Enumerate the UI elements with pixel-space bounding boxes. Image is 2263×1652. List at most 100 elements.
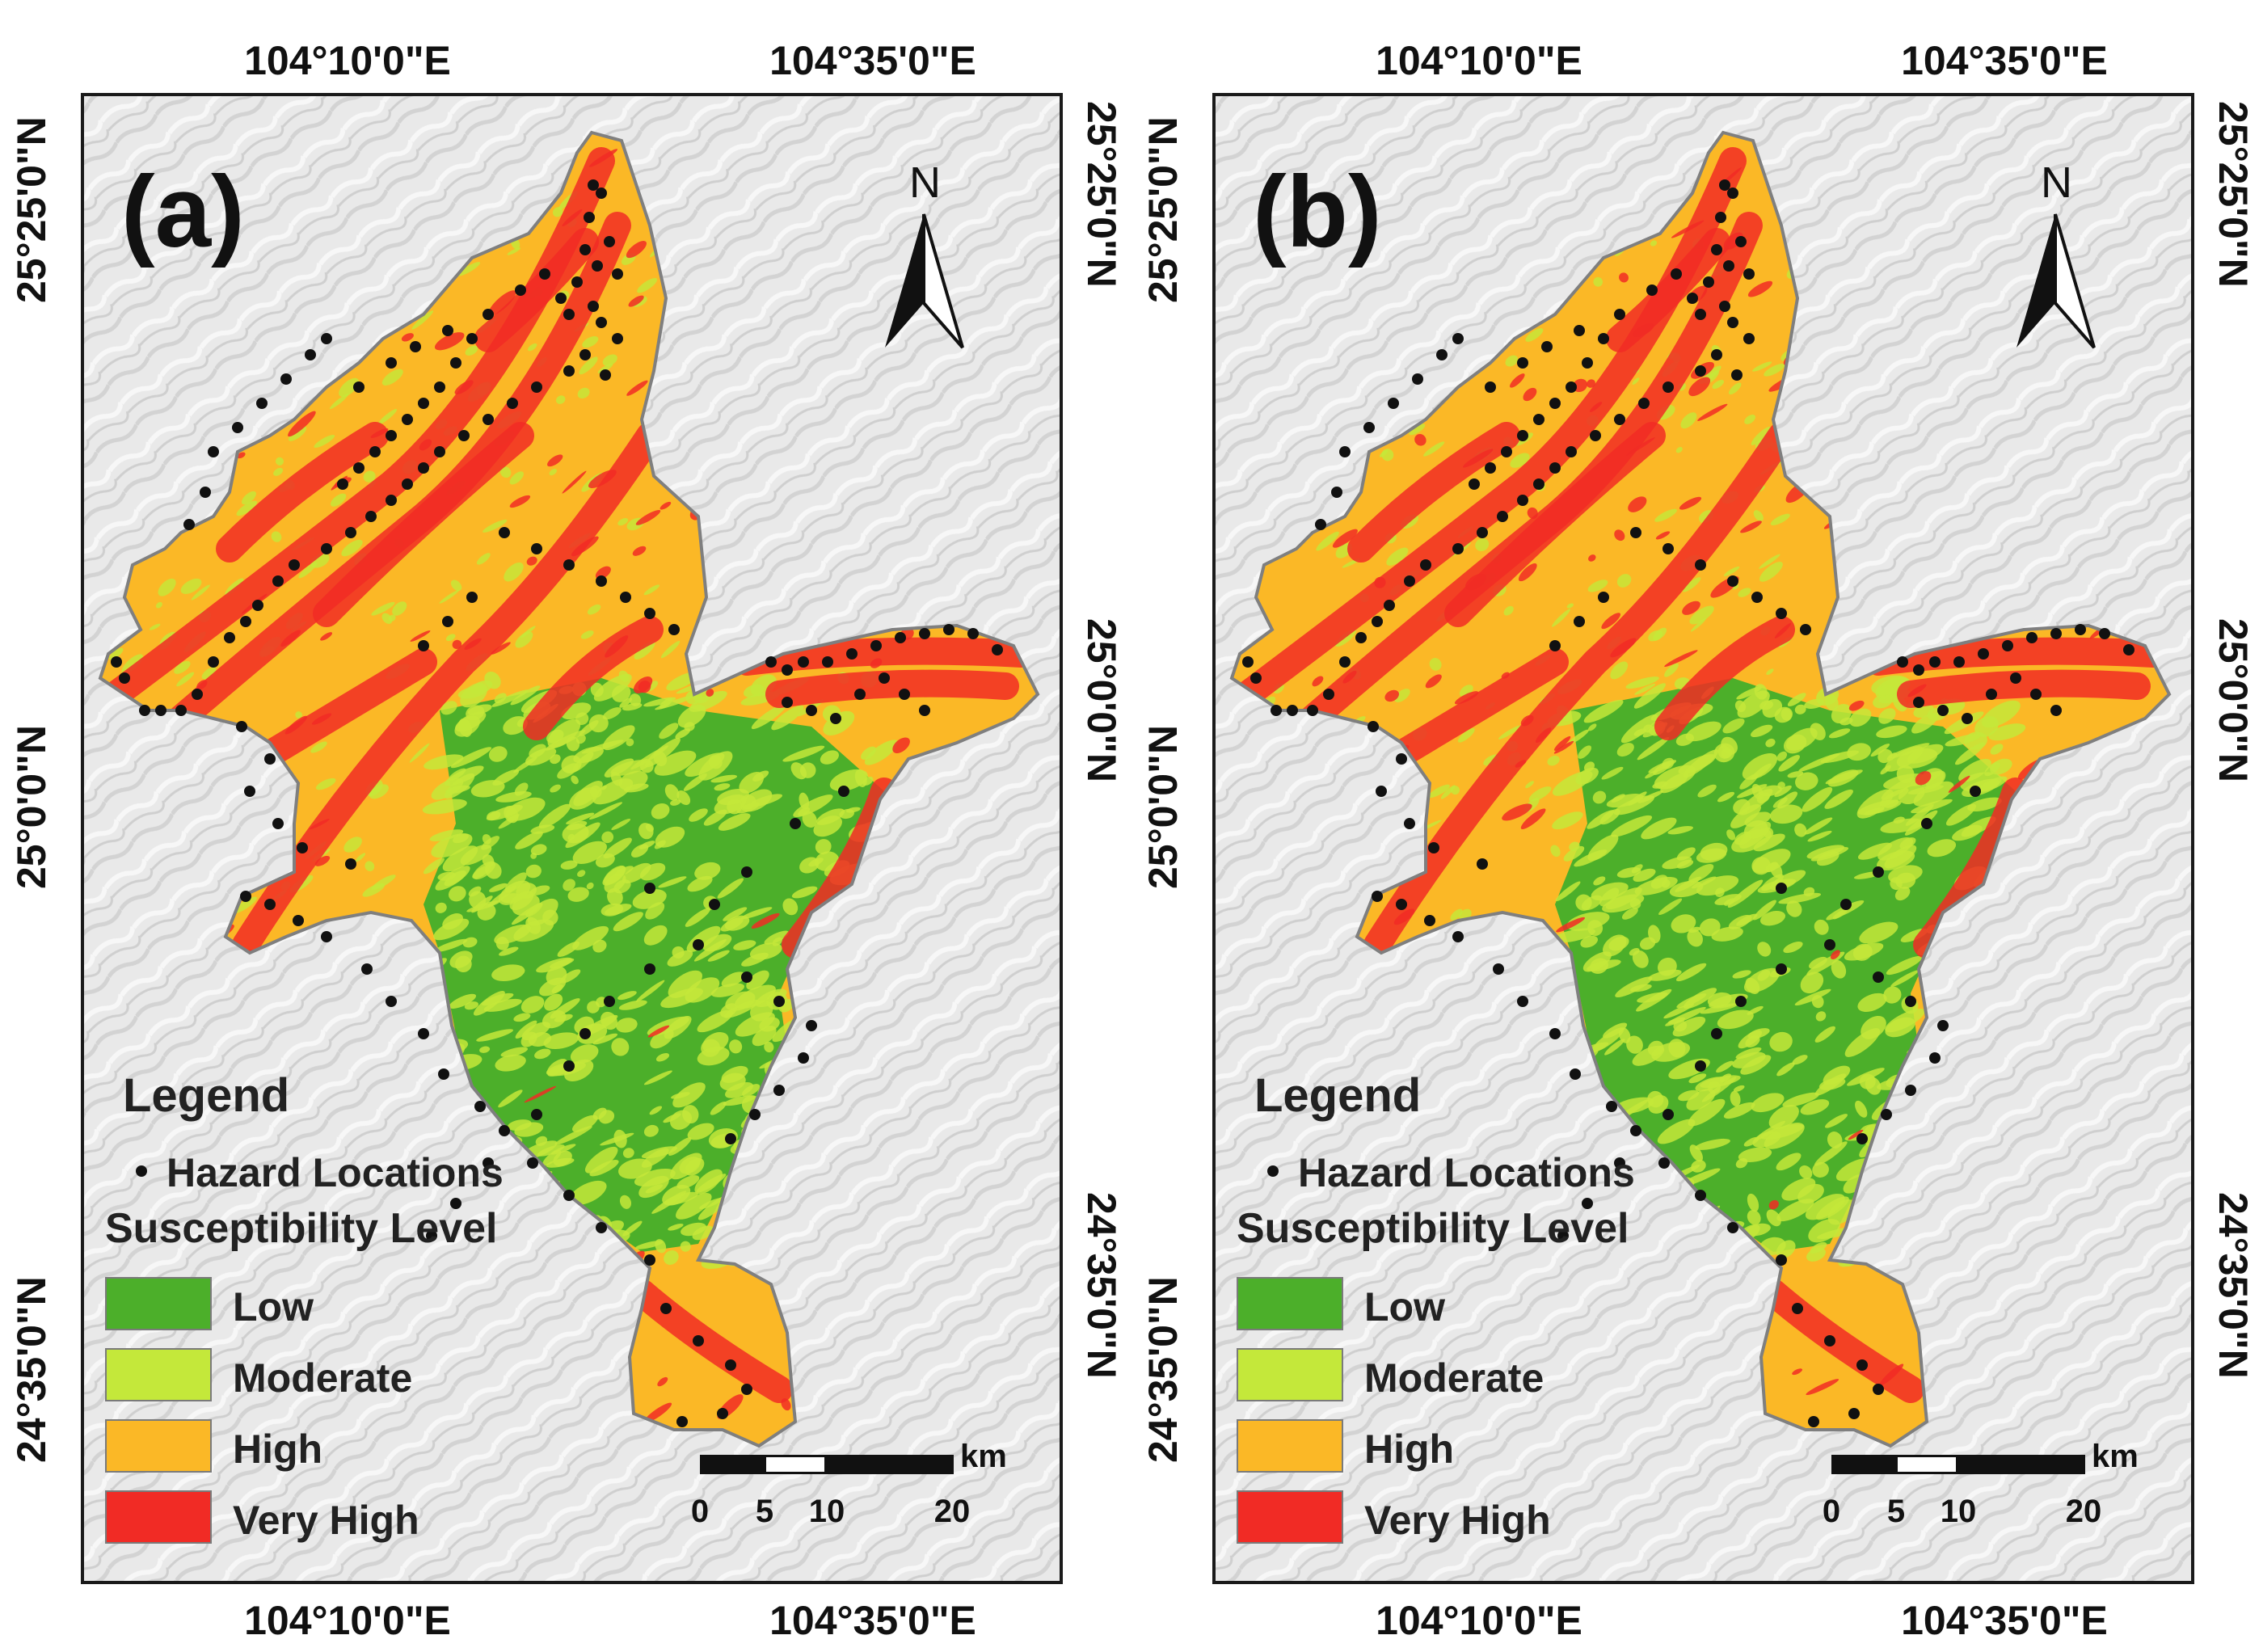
zone-very-high-patch bbox=[870, 658, 883, 668]
zone-moderate-patch bbox=[799, 762, 816, 778]
zone-moderate-patch bbox=[604, 758, 634, 778]
zone-moderate-patch bbox=[503, 716, 528, 735]
zone-moderate-patch bbox=[670, 1153, 702, 1180]
hazard-location-point bbox=[870, 640, 882, 651]
hazard-location-point bbox=[1582, 1198, 1593, 1209]
zone-very-high-patch bbox=[1515, 760, 1527, 768]
scale-tick: 5 bbox=[755, 1494, 774, 1529]
zone-moderate-patch bbox=[1688, 1073, 1707, 1084]
hazard-location-point bbox=[1574, 616, 1585, 627]
zone-moderate-patch bbox=[411, 310, 434, 330]
hazard-location-point bbox=[596, 575, 607, 587]
hazard-location-point bbox=[1549, 1028, 1561, 1039]
hazard-location-point bbox=[741, 1384, 752, 1395]
zone-moderate-patch bbox=[1730, 1090, 1741, 1106]
zone-moderate-patch bbox=[1814, 919, 1829, 935]
hazard-location-point bbox=[1731, 369, 1743, 381]
zone-moderate-patch bbox=[392, 601, 407, 616]
zone-moderate-patch bbox=[1667, 826, 1693, 835]
zone-moderate-patch bbox=[448, 886, 466, 902]
map-panel-a: 104°10'0"E 104°35'0"E 104°10'0"E 104°35'… bbox=[9, 40, 1124, 1641]
zone-moderate-patch bbox=[176, 672, 195, 687]
zone-moderate-patch bbox=[314, 434, 335, 449]
zone-moderate-patch bbox=[1807, 830, 1832, 842]
hazard-location-point bbox=[1497, 511, 1508, 522]
zone-moderate-patch bbox=[612, 685, 631, 702]
hazard-location-point bbox=[563, 365, 575, 377]
hazard-location-point bbox=[1703, 276, 1714, 288]
zone-very-high-patch bbox=[1633, 322, 1654, 338]
hazard-location-point bbox=[612, 268, 623, 280]
zone-moderate-patch bbox=[1688, 863, 1714, 883]
hazard-location-point bbox=[1735, 996, 1747, 1007]
hazard-location-point bbox=[1614, 1157, 1625, 1169]
legend-subtitle: Susceptibility Level bbox=[1237, 1205, 1629, 1252]
zone-moderate-patch bbox=[1580, 935, 1599, 948]
legend-item-label: High bbox=[1364, 1427, 1455, 1472]
hazard-location-point bbox=[293, 915, 304, 926]
hazard-location-point bbox=[1743, 268, 1755, 280]
north-arrow-icon: N bbox=[2008, 158, 2105, 360]
zone-moderate-patch bbox=[1728, 382, 1742, 395]
zone-very-high bbox=[765, 669, 1019, 708]
zone-moderate-patch bbox=[570, 1044, 599, 1064]
hazard-location-point bbox=[1808, 1416, 1819, 1427]
hazard-location-point bbox=[1711, 1028, 1722, 1039]
zone-moderate-patch bbox=[714, 783, 731, 791]
hazard-location-point bbox=[175, 705, 187, 716]
hazard-location-point bbox=[1695, 1060, 1706, 1072]
hazard-location-point bbox=[1792, 1303, 1803, 1314]
legend-swatch bbox=[1237, 1490, 1343, 1544]
hazard-location-point bbox=[438, 1068, 449, 1080]
zone-moderate-patch bbox=[710, 1101, 727, 1115]
hazard-location-point bbox=[1323, 689, 1334, 700]
zone-moderate-patch bbox=[1634, 683, 1656, 695]
zone-moderate-patch bbox=[484, 671, 501, 689]
zone-moderate-patch bbox=[684, 722, 695, 731]
susceptibility-map bbox=[84, 96, 1060, 1581]
scale-segment bbox=[700, 1455, 766, 1474]
zone-moderate-patch bbox=[567, 833, 575, 841]
hazard-location-point bbox=[798, 1052, 809, 1064]
zone-very-high-patch bbox=[419, 439, 432, 451]
zone-moderate-patch bbox=[717, 878, 744, 899]
hazard-location-point bbox=[1424, 915, 1435, 926]
zone-moderate-patch bbox=[643, 584, 660, 596]
zone-moderate-patch bbox=[1714, 894, 1742, 905]
zone-moderate-patch bbox=[724, 1081, 754, 1098]
zone-moderate-patch bbox=[1742, 752, 1778, 780]
zone-moderate-patch bbox=[655, 1052, 670, 1062]
zone-low bbox=[424, 678, 884, 1252]
hazard-location-point bbox=[1404, 818, 1415, 829]
zone-moderate-patch bbox=[1857, 842, 1893, 860]
zone-very-high-patch bbox=[1614, 529, 1625, 542]
zone-moderate-patch bbox=[1759, 911, 1786, 926]
hazard-location-point bbox=[1695, 559, 1706, 571]
hazard-location-point bbox=[717, 1408, 728, 1419]
zone-moderate-patch bbox=[1808, 956, 1827, 969]
zone-very-high bbox=[1363, 422, 1795, 959]
zone-moderate-patch bbox=[1832, 908, 1848, 920]
zone-moderate-patch bbox=[602, 354, 617, 366]
zone-moderate-patch bbox=[544, 993, 563, 1011]
hazard-location-point bbox=[1582, 357, 1593, 369]
zone-moderate-patch bbox=[1648, 925, 1661, 944]
zone-very-high-patch bbox=[1948, 775, 1970, 793]
hazard-location-point bbox=[442, 616, 453, 627]
zone-moderate-patch bbox=[1604, 1039, 1625, 1056]
hazard-location-point bbox=[1566, 381, 1577, 393]
hazard-location-point bbox=[563, 1190, 575, 1201]
zone-moderate-patch bbox=[1645, 769, 1658, 779]
zone-moderate-patch bbox=[1687, 929, 1703, 947]
zone-moderate-patch bbox=[601, 785, 607, 790]
hazard-location-point bbox=[1727, 575, 1738, 587]
hazard-location-point bbox=[539, 268, 550, 280]
zone-very-high-patch bbox=[309, 819, 330, 830]
panel-label: (a) bbox=[121, 156, 245, 268]
hazard-location-point bbox=[531, 1109, 542, 1120]
zone-very-high-patch bbox=[1655, 531, 1671, 540]
zone-moderate-patch bbox=[680, 1241, 691, 1252]
zone-very-high-patch bbox=[288, 411, 316, 437]
zone-very-high-patch bbox=[626, 380, 648, 396]
zone-moderate-patch bbox=[1583, 761, 1595, 772]
